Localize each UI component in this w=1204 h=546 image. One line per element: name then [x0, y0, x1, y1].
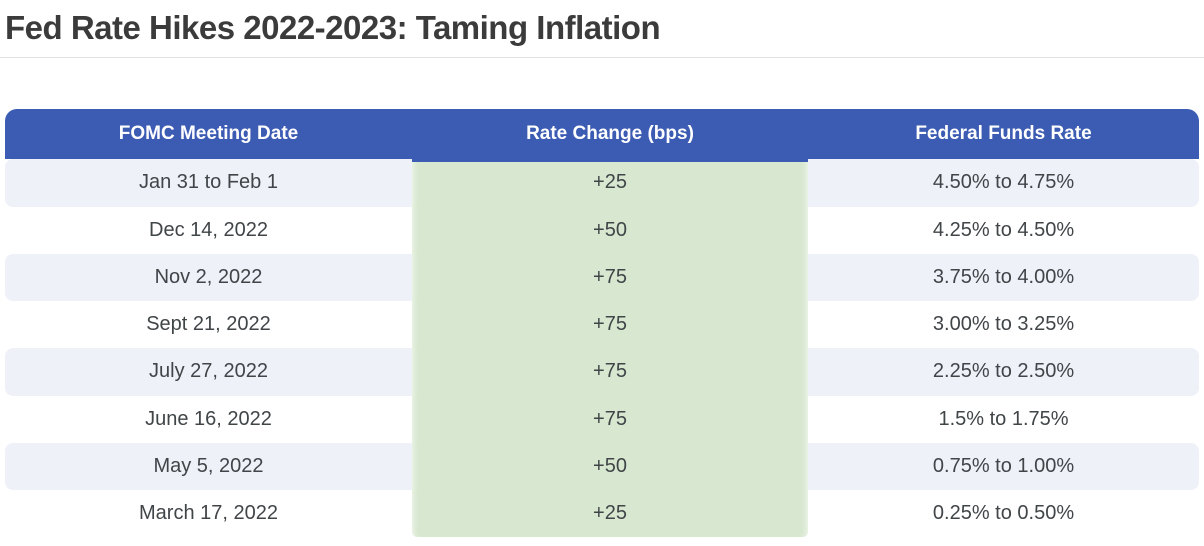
meeting-date-cell: June 16, 2022 [145, 407, 272, 430]
funds-rate-cell: 0.25% to 0.50% [932, 502, 1075, 525]
column-header-rate-change-bps: Rate Change (bps) [412, 109, 808, 163]
rate-change-cell: +75 [412, 301, 808, 349]
rate-change-cell: +25 [412, 159, 808, 207]
funds-rate-cell: 4.50% to 4.75% [932, 171, 1075, 194]
table-row: Jan 31 to Feb 1 +25 4.50% to 4.75% [5, 159, 1199, 207]
divider [0, 57, 1204, 59]
meeting-date-cell: March 17, 2022 [139, 502, 278, 525]
funds-rate-cell: 4.25% to 4.50% [932, 218, 1075, 241]
funds-rate-cell: 0.75% to 1.00% [932, 454, 1075, 477]
rate-change-cell: +50 [412, 442, 808, 490]
rate-change-cell: +50 [412, 206, 808, 254]
table-header-row: FOMC Meeting Date Rate Change (bps) Fede… [5, 109, 1199, 163]
funds-rate-cell: 3.75% to 4.00% [932, 265, 1075, 288]
funds-rate-cell: 2.25% to 2.50% [932, 360, 1075, 383]
rate-change-cell: +75 [412, 348, 808, 396]
table-row: Nov 2, 2022 +75 3.75% to 4.00% [5, 253, 1199, 301]
rate-change-cell: +75 [412, 395, 808, 443]
rate-change-cell: +25 [412, 490, 808, 538]
column-header-fomc-meeting-date: FOMC Meeting Date [5, 109, 412, 160]
meeting-date-cell: Nov 2, 2022 [154, 265, 263, 288]
rate-change-cell: +75 [412, 253, 808, 301]
table-row: June 16, 2022 +75 1.5% to 1.75% [5, 395, 1199, 443]
meeting-date-cell: July 27, 2022 [149, 360, 268, 383]
table-row: July 27, 2022 +75 2.25% to 2.50% [5, 348, 1199, 396]
table-row: Sept 21, 2022 +75 3.00% to 3.25% [5, 301, 1199, 349]
funds-rate-cell: 3.00% to 3.25% [932, 313, 1075, 336]
table-row: March 17, 2022 +25 0.25% to 0.50% [5, 490, 1199, 538]
funds-rate-cell: 1.5% to 1.75% [938, 407, 1069, 430]
meeting-date-cell: Sept 21, 2022 [146, 313, 271, 336]
table-row: Dec 14, 2022 +50 4.25% to 4.50% [5, 206, 1199, 254]
page-title: Fed Rate Hikes 2022-2023: Taming Inflati… [5, 9, 661, 46]
fed-rate-hikes-table: FOMC Meeting Date Rate Change (bps) Fede… [5, 109, 1199, 538]
meeting-date-cell: May 5, 2022 [153, 454, 264, 477]
table-row: May 5, 2022 +50 0.75% to 1.00% [5, 442, 1199, 490]
column-header-federal-funds-rate: Federal Funds Rate [808, 109, 1199, 160]
meeting-date-cell: Jan 31 to Feb 1 [139, 171, 278, 194]
meeting-date-cell: Dec 14, 2022 [149, 218, 268, 241]
